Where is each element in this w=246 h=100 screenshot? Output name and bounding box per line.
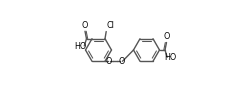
Text: O: O	[118, 57, 124, 66]
Text: O: O	[106, 57, 112, 66]
Text: HO: HO	[164, 53, 177, 62]
Text: HO: HO	[75, 42, 87, 51]
Text: O: O	[164, 32, 170, 41]
Text: O: O	[81, 21, 88, 30]
Text: Cl: Cl	[107, 21, 114, 30]
